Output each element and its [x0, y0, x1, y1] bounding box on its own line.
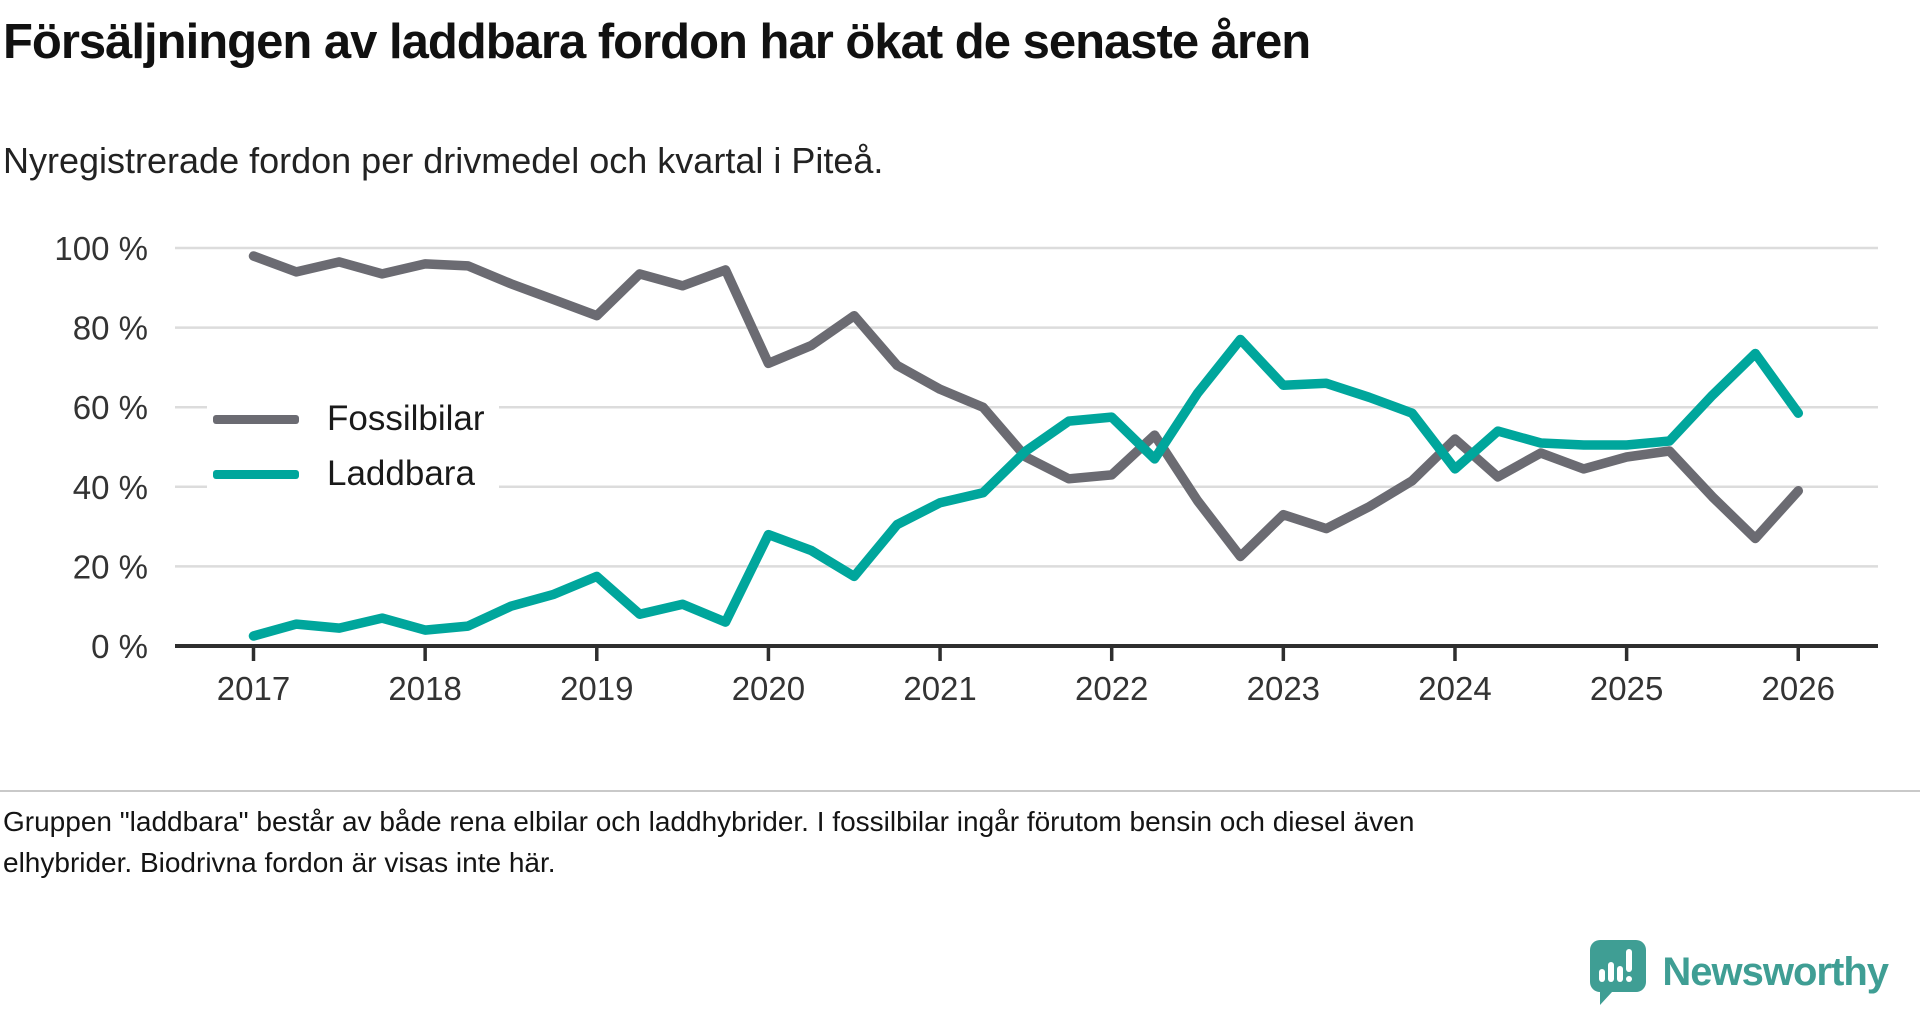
x-axis-tick-label: 2019 — [560, 670, 633, 707]
page-title: Försäljningen av laddbara fordon har öka… — [3, 15, 1311, 69]
x-axis-tick-label: 2017 — [217, 670, 290, 707]
x-axis-tick-label: 2026 — [1762, 670, 1835, 707]
y-axis-tick-label: 100 % — [54, 230, 148, 267]
x-axis-tick-label: 2021 — [903, 670, 976, 707]
x-axis-tick-label: 2025 — [1590, 670, 1663, 707]
footnote-line-2: elhybrider. Biodrivna fordon är visas in… — [3, 846, 556, 878]
chart-footnote: Gruppen "laddbara" består av både rena e… — [3, 802, 1414, 883]
y-axis-tick-label: 40 % — [73, 469, 148, 506]
legend-item-laddbara: Laddbara — [213, 453, 485, 495]
legend-label-fossilbilar: Fossilbilar — [327, 399, 485, 438]
footer-divider — [0, 790, 1920, 792]
y-axis-tick-label: 20 % — [73, 548, 148, 585]
legend-label-laddbara: Laddbara — [327, 454, 475, 493]
x-axis-tick-label: 2018 — [388, 670, 461, 707]
fossilbilar-line-swatch-icon — [213, 414, 299, 424]
x-axis-tick-label: 2024 — [1418, 670, 1491, 707]
laddbara-line-swatch-icon — [213, 469, 299, 479]
y-axis-tick-label: 80 % — [73, 310, 148, 347]
newsworthy-speech-bubble-chart-icon — [1590, 940, 1647, 1005]
y-axis-tick-label: 0 % — [91, 628, 148, 665]
y-axis-tick-label: 60 % — [73, 389, 148, 426]
legend-item-fossilbilar: Fossilbilar — [213, 398, 485, 440]
chart-legend: Fossilbilar Laddbara — [207, 394, 499, 501]
series-line-laddbara — [248, 334, 1804, 641]
x-axis-tick-label: 2020 — [732, 670, 805, 707]
x-axis-tick-label: 2022 — [1075, 670, 1148, 707]
x-axis-tick-label: 2023 — [1247, 670, 1320, 707]
page-subtitle: Nyregistrerade fordon per drivmedel och … — [3, 140, 884, 181]
newsworthy-logo-text: Newsworthy — [1662, 949, 1889, 994]
footnote-line-1: Gruppen "laddbara" består av både rena e… — [3, 806, 1415, 837]
newsworthy-logo: Newsworthy — [1586, 938, 1889, 1006]
